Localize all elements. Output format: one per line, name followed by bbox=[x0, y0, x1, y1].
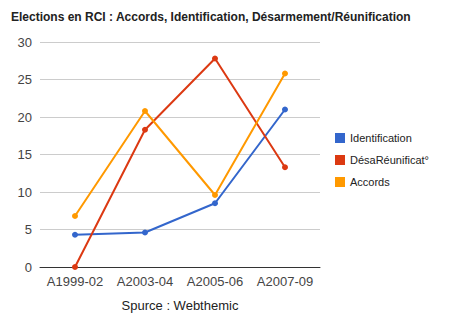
svg-text:25: 25 bbox=[18, 72, 32, 87]
svg-text:20: 20 bbox=[18, 110, 32, 125]
svg-text:A2003-04: A2003-04 bbox=[117, 274, 173, 289]
svg-text:A1999-02: A1999-02 bbox=[47, 274, 103, 289]
svg-text:Spurce : Webthemic: Spurce : Webthemic bbox=[122, 298, 239, 313]
svg-text:0: 0 bbox=[25, 260, 32, 275]
svg-text:5: 5 bbox=[25, 222, 32, 237]
svg-text:Identification: Identification bbox=[350, 132, 412, 144]
svg-text:30: 30 bbox=[18, 35, 32, 50]
svg-text:Accords: Accords bbox=[350, 176, 390, 188]
svg-text:A2007-09: A2007-09 bbox=[257, 274, 313, 289]
svg-text:10: 10 bbox=[18, 185, 32, 200]
svg-text:Elections en RCI : Accords, Id: Elections en RCI : Accords, Identificati… bbox=[11, 10, 411, 24]
svg-text:DésaRéunificat°: DésaRéunificat° bbox=[350, 154, 429, 166]
svg-text:A2005-06: A2005-06 bbox=[187, 274, 243, 289]
svg-text:15: 15 bbox=[18, 147, 32, 162]
